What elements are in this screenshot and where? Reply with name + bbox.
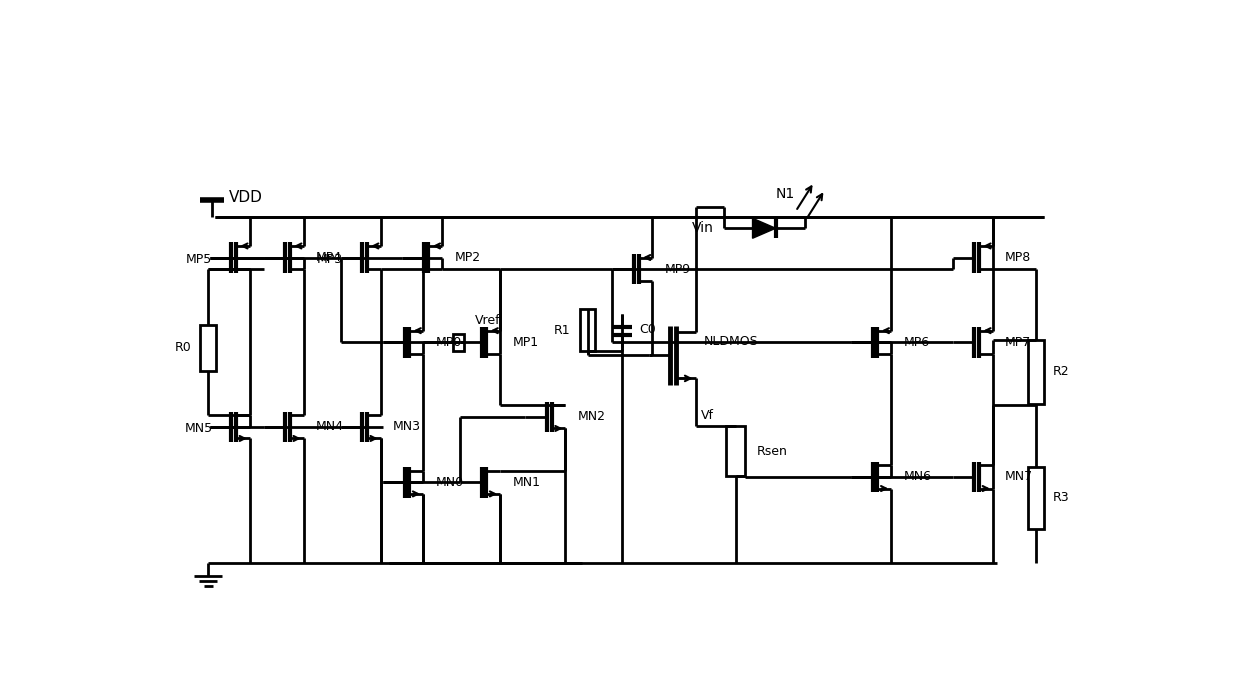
Text: MP7: MP7 xyxy=(1006,336,1032,349)
Text: MN2: MN2 xyxy=(578,410,606,423)
Text: Vf: Vf xyxy=(701,409,714,422)
Text: MP9: MP9 xyxy=(665,262,691,275)
Polygon shape xyxy=(753,219,776,238)
Text: MN1: MN1 xyxy=(512,476,541,489)
Bar xyxy=(727,426,745,476)
Text: Vin: Vin xyxy=(692,221,714,235)
Text: R1: R1 xyxy=(554,324,570,337)
Text: MP3: MP3 xyxy=(316,253,343,266)
Text: R2: R2 xyxy=(1053,365,1069,378)
Text: MP2: MP2 xyxy=(455,251,481,264)
Text: MN7: MN7 xyxy=(1006,471,1033,484)
Bar xyxy=(201,324,216,371)
Text: MP6: MP6 xyxy=(904,336,930,349)
Text: VDD: VDD xyxy=(229,190,263,205)
Bar xyxy=(1028,340,1044,404)
Text: Vref: Vref xyxy=(475,314,501,327)
Text: MN0: MN0 xyxy=(435,476,464,489)
Text: N1: N1 xyxy=(776,186,795,201)
Text: MP0: MP0 xyxy=(435,336,461,349)
Text: Rsen: Rsen xyxy=(758,445,789,458)
Text: MN6: MN6 xyxy=(904,471,931,484)
Bar xyxy=(453,334,464,350)
Text: MN3: MN3 xyxy=(393,421,420,434)
Text: NLDMOS: NLDMOS xyxy=(703,335,758,348)
Text: MN4: MN4 xyxy=(316,421,343,434)
Text: MP4: MP4 xyxy=(316,251,342,264)
Bar xyxy=(580,309,595,352)
Text: MP5: MP5 xyxy=(186,253,212,266)
Text: C0: C0 xyxy=(640,322,656,335)
Text: R0: R0 xyxy=(175,341,191,354)
Text: MP8: MP8 xyxy=(1006,251,1032,264)
Bar xyxy=(1028,467,1044,529)
Text: MN5: MN5 xyxy=(185,422,213,435)
Text: R3: R3 xyxy=(1053,491,1069,504)
Text: MP1: MP1 xyxy=(512,336,538,349)
